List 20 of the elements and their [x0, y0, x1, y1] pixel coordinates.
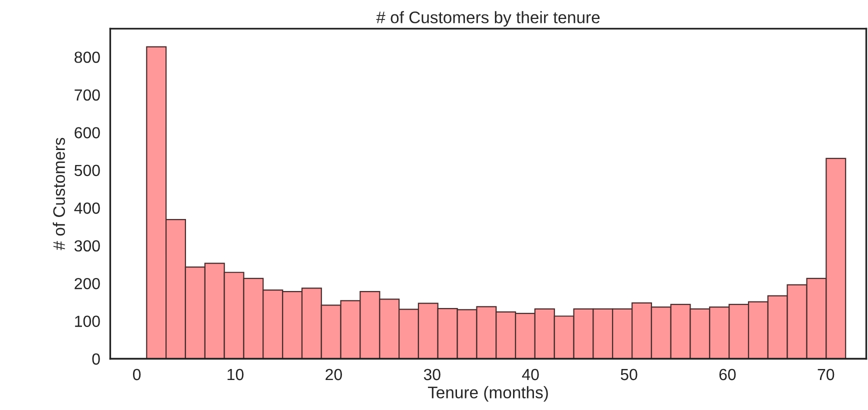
y-tick-label: 100	[75, 316, 100, 327]
x-tick-label: 0	[133, 368, 141, 380]
y-tick-label: 200	[74, 278, 100, 290]
x-tick-label: 40	[522, 368, 539, 380]
y-tick-label: 700	[74, 89, 100, 101]
x-tick-label: 10	[228, 368, 244, 380]
x-tick-label: 30	[424, 368, 440, 380]
y-tick-label: 400	[74, 202, 100, 214]
y-tick-label: 500	[74, 164, 100, 176]
y-tick-label: 300	[74, 240, 100, 252]
y-tick-label: 0	[92, 353, 100, 365]
y-tick-label: 800	[74, 52, 100, 63]
x-tick-label: 50	[620, 368, 638, 380]
x-tick-label: 20	[326, 368, 342, 380]
chart-title: # of Customers by their tenure	[376, 11, 600, 27]
x-axis-title: Tenure (months)	[428, 386, 548, 402]
x-tick-label: 60	[719, 368, 736, 380]
x-tick-label: 70	[818, 368, 834, 380]
y-axis-title: # of Customers	[52, 138, 66, 250]
y-tick-label: 600	[74, 127, 100, 138]
